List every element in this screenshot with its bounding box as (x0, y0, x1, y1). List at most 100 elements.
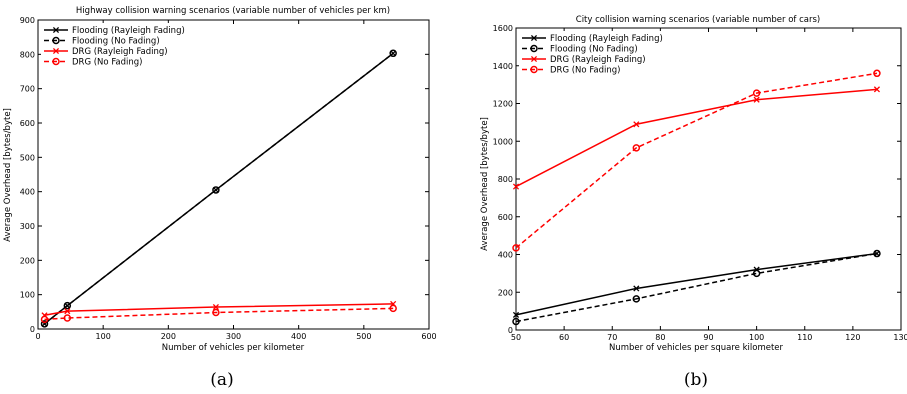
y-tick-label: 1400 (493, 62, 513, 71)
y-tick-label: 600 (498, 213, 513, 222)
x-tick-label: 90 (703, 333, 713, 342)
marker-x-stroke (52, 26, 60, 34)
x-tick-label: 500 (356, 332, 371, 341)
marker-x (512, 183, 520, 190)
x-tick-label: 600 (421, 332, 436, 341)
marker-x-stroke (530, 34, 538, 42)
marker-x-stroke (512, 311, 520, 318)
series-line (44, 52, 394, 325)
marker-x (530, 34, 538, 42)
marker-circle (873, 249, 881, 258)
y-tick-label: 300 (20, 222, 35, 231)
x-axis-title: Number of vehicles per square kilometer (609, 343, 784, 353)
y-axis-title: Average Overhead [bytes/byte] (3, 108, 13, 242)
y-tick-label: 1000 (493, 137, 513, 146)
chart-panel-b: City collision warning scenarios (variab… (480, 15, 907, 390)
legend-label: Flooding (Rayleigh Fading) (550, 34, 663, 44)
marker-x-stroke (64, 308, 71, 315)
series-line (515, 88, 878, 188)
chart-title: City collision warning scenarios (variab… (576, 15, 820, 25)
marker-circle (40, 320, 49, 328)
marker-circle (512, 244, 520, 252)
marker-x-stroke (633, 285, 640, 292)
legend-label: DRG (No Fading) (550, 66, 621, 76)
y-tick-label: 200 (20, 256, 35, 265)
chart-panel-a: Highway collision warning scenarios (var… (3, 6, 437, 390)
marker-x (530, 55, 538, 63)
axis-ticks: 50 60 70 80 90 100 110 120 130 0 200 400 600 800 1000 1… (493, 24, 907, 342)
x-tick-label: 110 (797, 333, 812, 342)
y-tick-label: 1600 (493, 24, 513, 33)
series-layer (40, 49, 397, 328)
marker-x (52, 47, 60, 55)
series-line (44, 303, 394, 317)
marker-circle (389, 49, 397, 58)
series-line (44, 307, 394, 321)
y-tick-label: 400 (20, 188, 35, 197)
marker-x (212, 303, 219, 311)
marker-circle (512, 317, 520, 326)
x-tick-label: 400 (291, 332, 306, 341)
y-tick-label: 600 (20, 119, 35, 128)
marker-x (512, 311, 520, 318)
series-line (515, 252, 878, 323)
x-tick-label: 100 (749, 333, 764, 342)
marker-x (52, 26, 60, 34)
x-axis-title: Number of vehicles per kilometer (162, 343, 305, 353)
axis-ticks: 0 100 200 300 400 500 600 0 100 200 300 400 500 600 70… (20, 16, 437, 341)
marker-circle (40, 315, 49, 324)
marker-circle (63, 314, 72, 322)
marker-circle (632, 144, 641, 152)
marker-x (633, 121, 640, 128)
marker-circle (52, 57, 60, 66)
legend-label: DRG (Rayleigh Fading) (72, 47, 168, 57)
x-tick-label: 130 (893, 333, 907, 342)
legend: Flooding (Rayleigh Fading)Flooding (No F… (41, 23, 191, 69)
marker-circle (752, 269, 761, 278)
marker-circle (632, 295, 641, 303)
legend-label: Flooding (No Fading) (72, 37, 160, 47)
y-tick-label: 900 (20, 16, 35, 25)
y-tick-label: 0 (508, 326, 513, 335)
panel-caption: (a) (210, 370, 233, 390)
marker-x-stroke (52, 47, 60, 55)
marker-x (64, 308, 71, 315)
series-line (515, 252, 878, 316)
legend-label: Flooding (Rayleigh Fading) (72, 26, 185, 36)
x-tick-label: 70 (607, 333, 617, 342)
x-tick-label: 120 (845, 333, 860, 342)
y-tick-label: 200 (498, 288, 513, 297)
marker-x (753, 96, 760, 103)
marker-circle (530, 44, 538, 53)
marker-x-stroke (873, 86, 880, 93)
marker-x (633, 285, 640, 292)
marker-x-stroke (633, 121, 640, 128)
marker-circle (52, 36, 60, 45)
legend-label: DRG (Rayleigh Fading) (550, 55, 646, 65)
y-tick-label: 100 (20, 291, 35, 300)
x-tick-label: 300 (226, 332, 241, 341)
panel-caption: (b) (684, 370, 708, 390)
x-tick-label: 50 (511, 333, 521, 342)
marker-x-stroke (212, 303, 219, 311)
x-tick-label: 60 (559, 333, 569, 342)
y-tick-label: 400 (498, 251, 513, 260)
marker-circle (530, 65, 538, 74)
y-tick-label: 700 (20, 85, 35, 94)
plot-area (515, 27, 902, 331)
y-tick-label: 800 (498, 175, 513, 184)
marker-x-stroke (530, 55, 538, 63)
marker-x-stroke (753, 96, 760, 103)
x-tick-label: 80 (655, 333, 665, 342)
legend-label: DRG (No Fading) (72, 58, 143, 68)
y-tick-label: 0 (30, 325, 35, 334)
y-axis-title: Average Overhead [bytes/byte] (480, 117, 490, 251)
legend-label: Flooding (No Fading) (550, 45, 638, 55)
marker-x-stroke (512, 183, 520, 190)
x-tick-label: 0 (35, 332, 40, 341)
y-tick-label: 1200 (493, 100, 513, 109)
x-tick-label: 100 (96, 332, 111, 341)
x-tick-label: 200 (161, 332, 176, 341)
chart-title: Highway collision warning scenarios (var… (76, 6, 390, 16)
